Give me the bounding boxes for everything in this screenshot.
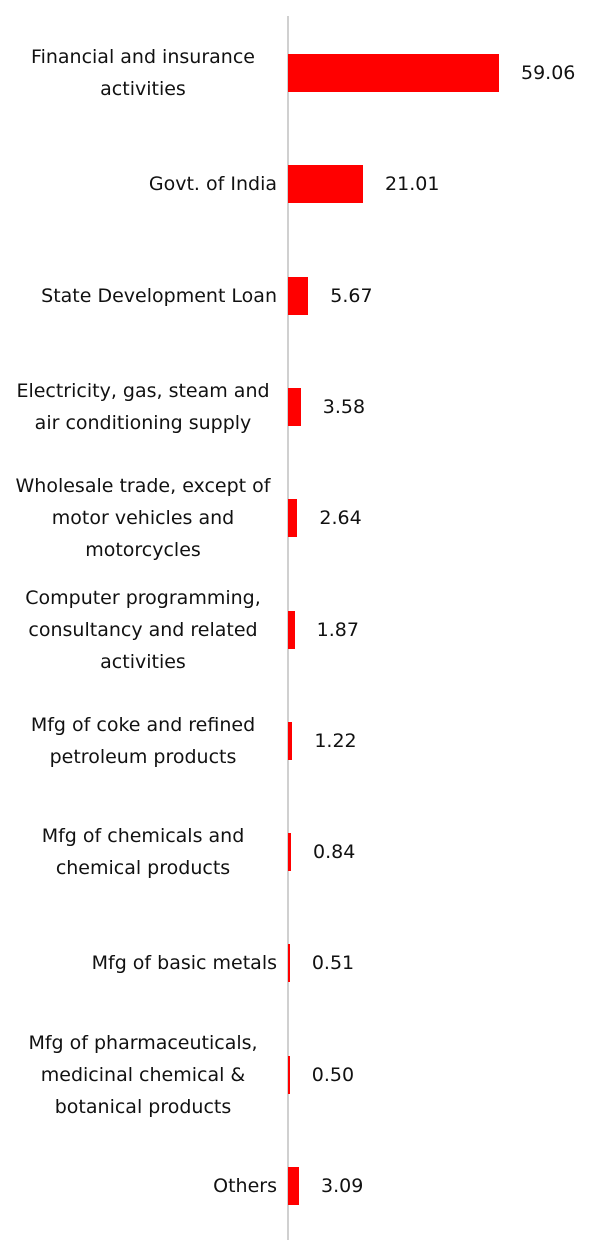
category-label-box: Mfg of pharmaceuticals, medicinal chemic… <box>9 1027 277 1123</box>
value-label: 59.06 <box>521 62 576 84</box>
bar <box>288 54 499 92</box>
category-label: State Development Loan <box>41 284 277 307</box>
category-label-box: Mfg of basic metals <box>92 947 277 979</box>
category-label: Mfg of coke and refined petroleum produc… <box>30 713 256 768</box>
category-label: Others <box>213 1175 277 1197</box>
value-label: 3.58 <box>322 395 366 418</box>
category-label-box: Govt. of India <box>149 168 277 200</box>
category-label-box: Wholesale trade, except of motor vehicle… <box>9 470 277 566</box>
category-label: Mfg of basic metals <box>91 952 277 975</box>
bar <box>288 944 290 983</box>
category-label-box: Electricity, gas, steam and air conditio… <box>9 375 277 439</box>
category-label: Electricity, gas, steam and air conditio… <box>16 379 270 434</box>
bar <box>288 276 309 315</box>
bar <box>288 721 293 760</box>
bar <box>288 833 291 872</box>
category-label-box: Computer programming, consultancy and re… <box>9 582 277 678</box>
bar <box>288 387 301 426</box>
value-label: 21.01 <box>385 173 440 196</box>
category-label: Wholesale trade, except of motor vehicle… <box>15 475 271 562</box>
category-label-box: Financial and insurance activities <box>9 41 277 105</box>
value-label: 0.84 <box>313 841 356 864</box>
bar <box>288 165 364 204</box>
value-label: 5.67 <box>330 284 373 307</box>
bar <box>288 1055 290 1094</box>
category-label-box: Mfg of coke and refined petroleum produc… <box>9 709 277 773</box>
value-label: 1.22 <box>314 729 357 752</box>
bar <box>288 1167 300 1205</box>
category-label: Financial and insurance activities <box>31 46 255 100</box>
value-label: 1.87 <box>316 618 359 641</box>
value-label: 0.50 <box>311 1063 355 1086</box>
category-label-box: Mfg of chemicals and chemical products <box>9 820 277 884</box>
category-label: Computer programming, consultancy and re… <box>25 586 261 673</box>
value-label: 0.51 <box>311 952 355 975</box>
bar <box>288 499 298 538</box>
category-label: Mfg of chemicals and chemical products <box>41 825 245 880</box>
category-label-box: Others <box>213 1170 277 1202</box>
bar <box>288 610 295 649</box>
category-label: Govt. of India <box>148 173 277 196</box>
value-label: 2.64 <box>319 507 362 530</box>
category-label-box: State Development Loan <box>41 280 277 312</box>
value-label: 3.09 <box>321 1175 364 1197</box>
category-label: Mfg of pharmaceuticals, medicinal chemic… <box>28 1031 258 1118</box>
